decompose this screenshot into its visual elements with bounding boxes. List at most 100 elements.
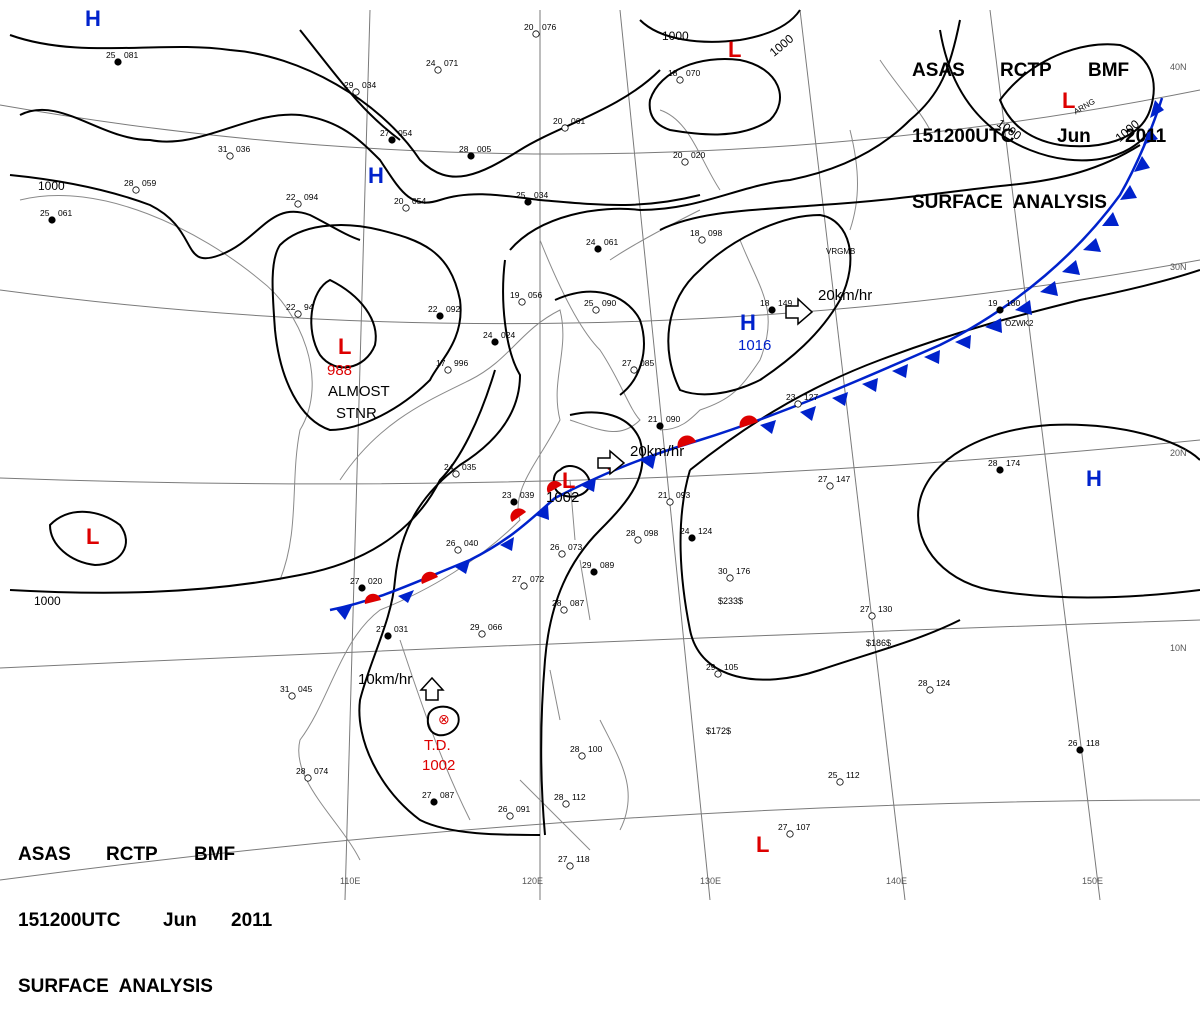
station-marker xyxy=(561,124,569,132)
station-marker xyxy=(388,136,396,144)
station-pressure: 94 xyxy=(304,302,314,312)
station-pressure: 112 xyxy=(846,770,860,780)
low-marker: L xyxy=(86,524,99,549)
station-marker xyxy=(384,632,392,640)
station-pressure: 176 xyxy=(736,566,750,576)
station-temperature: 29 xyxy=(470,622,480,632)
station-marker xyxy=(578,752,586,760)
station-temperature: 29 xyxy=(706,662,716,672)
station-temperature: 21 xyxy=(658,490,668,500)
station-marker xyxy=(510,498,518,506)
motion-vectors xyxy=(419,297,814,701)
stationary-front xyxy=(329,97,1164,620)
isobar-label: 1000 xyxy=(662,29,689,43)
station-temperature: 24 xyxy=(586,237,596,247)
td-label: T.D. xyxy=(424,737,451,754)
station-marker xyxy=(726,574,734,582)
station-pressure: 118 xyxy=(1086,738,1100,748)
header-year: 2011 xyxy=(1125,126,1167,147)
station-marker xyxy=(132,186,140,194)
station-temperature: 28 xyxy=(918,678,928,688)
station-temperature: 25 xyxy=(516,190,526,200)
station-marker xyxy=(926,686,934,694)
station-temperature: 26 xyxy=(498,804,508,814)
station-marker xyxy=(666,498,674,506)
ship-label: VRGMB xyxy=(826,247,855,256)
header-agency: BMF xyxy=(1088,60,1130,81)
station-temperature: 28 xyxy=(296,766,306,776)
station-temperature: 28 xyxy=(570,744,580,754)
station-pressure: 093 xyxy=(676,490,690,500)
station-marker xyxy=(1076,746,1084,754)
station-pressure: 061 xyxy=(571,116,585,126)
lat-label: 40N xyxy=(1170,62,1187,72)
isobars xyxy=(9,9,1200,836)
station-pressure: 130 xyxy=(878,604,892,614)
station-temperature: 28 xyxy=(459,144,469,154)
station-pressure: 112 xyxy=(572,792,586,802)
station-pressure: 070 xyxy=(686,68,700,78)
station-marker xyxy=(288,692,296,700)
station-pressure: 081 xyxy=(124,50,138,60)
special-codes: $233$ $186$ $172$ xyxy=(706,596,891,736)
station-marker xyxy=(520,582,528,590)
station-pressure: 105 xyxy=(724,662,738,672)
header-top: ASAS RCTP BMF 151200UTC Jun 2011 SURFACE ANA… xyxy=(912,16,1166,236)
station-marker xyxy=(114,58,122,66)
station-marker xyxy=(436,312,444,320)
station-temperature: 19 xyxy=(510,290,520,300)
station-marker xyxy=(681,158,689,166)
station-temperature: 17 xyxy=(436,358,446,368)
station-temperature: 27 xyxy=(778,822,788,832)
station-temperature: 20 xyxy=(553,116,563,126)
station-pressure: 118 xyxy=(576,854,590,864)
ship-label: OZWK2 xyxy=(1005,319,1034,328)
station-pressure: 039 xyxy=(520,490,534,500)
high-markers: H H H H H xyxy=(85,6,1102,491)
station-pressure: 098 xyxy=(708,228,722,238)
station-temperature: 28 xyxy=(554,792,564,802)
header-title: SURFACE ANALYSIS xyxy=(912,192,1107,213)
station-pressure: 071 xyxy=(444,58,458,68)
station-temperature: 18 xyxy=(690,228,700,238)
station-marker xyxy=(768,306,776,314)
station-marker xyxy=(506,812,514,820)
station-marker xyxy=(402,204,410,212)
station-temperature: 26 xyxy=(1068,738,1078,748)
low-note-line1: ALMOST xyxy=(328,383,390,400)
station-pressure: 036 xyxy=(236,144,250,154)
station-marker xyxy=(630,366,638,374)
latitude-labels: 40N 30N 20N 10N xyxy=(1170,62,1187,653)
station-marker xyxy=(566,862,574,870)
station-marker xyxy=(562,800,570,808)
station-temperature: 25 xyxy=(584,298,594,308)
station-temperature: 28 xyxy=(124,178,134,188)
lat-label: 20N xyxy=(1170,448,1187,458)
low-marker: L xyxy=(562,468,575,493)
header-code: ASAS xyxy=(18,844,71,865)
station-marker xyxy=(634,536,642,544)
motion-speed-labels: 20km/hr 20km/hr 10km/hr xyxy=(358,287,872,688)
header-title: SURFACE ANALYSIS xyxy=(18,976,213,997)
station-pressure: 031 xyxy=(394,624,408,634)
station-marker xyxy=(304,774,312,782)
station-pressure: 074 xyxy=(314,766,328,776)
station-pressure: 091 xyxy=(516,804,530,814)
station-temperature: 20 xyxy=(524,22,534,32)
station-marker xyxy=(454,546,462,554)
longitude-labels: 110E 120E 130E 140E 150E xyxy=(340,876,1103,886)
station-marker xyxy=(676,76,684,84)
high-marker: H xyxy=(85,6,101,31)
station-marker xyxy=(518,298,526,306)
low-note-line2: STNR xyxy=(336,405,377,422)
station-pressure: 073 xyxy=(568,542,582,552)
special-code: $172$ xyxy=(706,726,731,736)
lon-label: 110E xyxy=(340,876,360,886)
station-marker xyxy=(294,200,302,208)
station-pressure: 124 xyxy=(698,526,712,536)
station-temperature: 21 xyxy=(648,414,658,424)
station-marker xyxy=(714,670,722,678)
station-pressure: 090 xyxy=(602,298,616,308)
high-marker: H xyxy=(1086,466,1102,491)
header-code: ASAS xyxy=(912,60,965,81)
